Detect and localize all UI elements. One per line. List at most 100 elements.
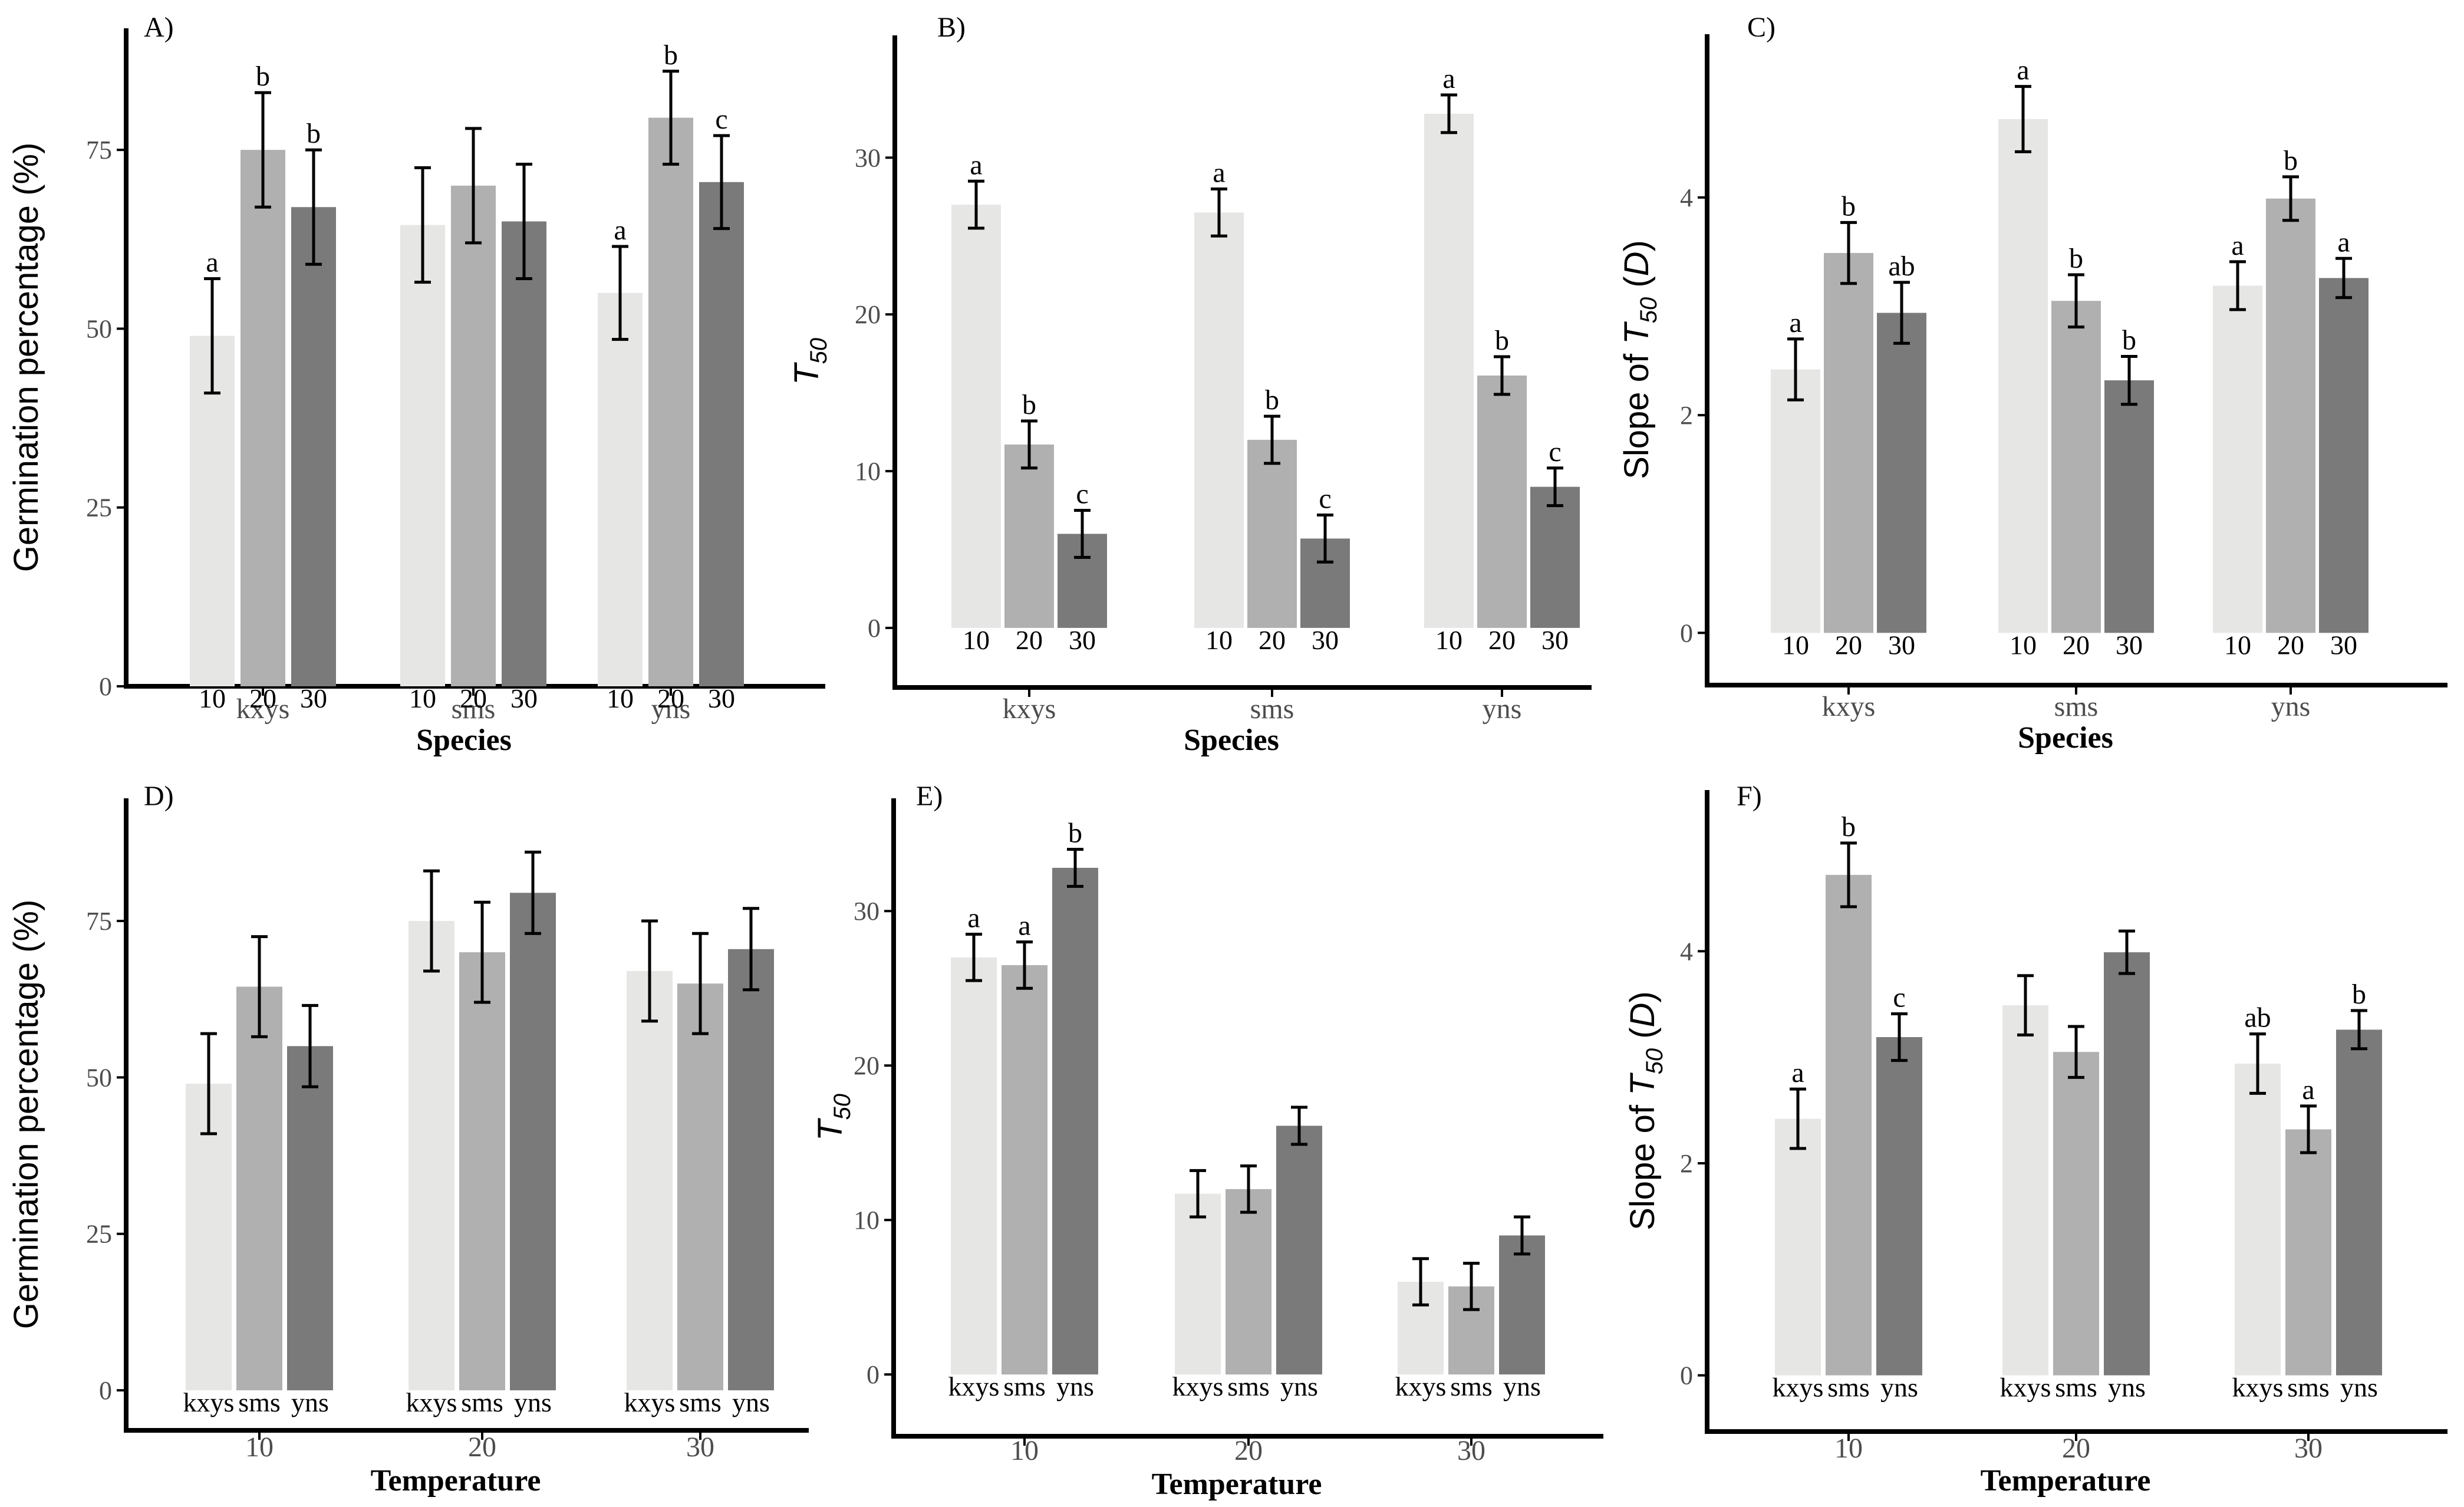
bar-label: yns [1056, 1371, 1094, 1401]
bar-label: 30 [1069, 625, 1096, 655]
x-group-label: yns [651, 693, 691, 725]
bar [627, 970, 673, 1391]
bar-label: sms [1227, 1371, 1270, 1401]
bar [287, 1046, 333, 1391]
y-axis-title-part: ) [1623, 991, 1662, 1002]
y-axis-title-part: T [1618, 321, 1656, 344]
bar [1998, 119, 2048, 633]
x-group-label: sms [452, 693, 496, 725]
bar-label: yns [514, 1387, 552, 1417]
bar [291, 207, 336, 686]
significance-letter: c [1893, 982, 1905, 1013]
bar-label: 10 [2224, 630, 2251, 660]
bar-label: 20 [2277, 630, 2304, 660]
bar [1194, 212, 1244, 628]
significance-letter: a [1791, 1057, 1804, 1088]
bar [459, 952, 505, 1391]
bar-label: 20 [249, 683, 276, 713]
y-tick-label: 0 [867, 1360, 879, 1389]
significance-letter: a [614, 215, 626, 246]
y-axis-title-part: 50 [829, 1094, 855, 1120]
y-tick-label: 25 [86, 1220, 112, 1249]
bar-label: kxys [624, 1387, 676, 1417]
significance-letter: b [2352, 979, 2366, 1010]
y-tick-label: 0 [1680, 1361, 1693, 1390]
bar [1477, 375, 1527, 628]
y-axis-title-part: Slope of [1623, 1095, 1662, 1230]
significance-letter: b [1022, 389, 1036, 420]
bar [1004, 444, 1054, 628]
bar [241, 150, 285, 686]
y-axis-title: Slope of T50 (D) [1618, 240, 1662, 479]
bar [2104, 380, 2154, 633]
bar-label: 30 [1888, 630, 1915, 660]
y-axis-title-part: D [1623, 1003, 1662, 1028]
bar [1877, 312, 1926, 633]
x-group-label: 10 [1834, 1433, 1863, 1464]
significance-letter: a [970, 149, 982, 180]
bar [1276, 1126, 1322, 1375]
bar-label: kxys [406, 1387, 457, 1417]
y-axis-title-part: D [1618, 252, 1656, 277]
bar-label: yns [291, 1387, 329, 1417]
y-axis-title-part: ) [1618, 240, 1656, 251]
x-group-label: yns [1483, 693, 1522, 725]
bar-label: 30 [708, 683, 735, 713]
bar-label: 10 [963, 625, 990, 655]
bar [1175, 1193, 1221, 1375]
bar-label: sms [238, 1387, 281, 1417]
significance-letter: a [2337, 226, 2350, 258]
significance-letter: b [1265, 384, 1279, 416]
bar-label: 20 [1488, 625, 1516, 655]
bar [2053, 1052, 2099, 1376]
bar [1052, 867, 1098, 1375]
bar-label: 30 [510, 683, 538, 713]
y-tick-label: 30 [854, 897, 879, 926]
y-tick-label: 0 [99, 1376, 112, 1405]
y-tick-label: 75 [86, 136, 112, 164]
bar [1499, 1235, 1545, 1375]
chart-panel-c: 0 2 4 C) kxys a 10 b 20 ab 30 sms a 10 b 20 b 30 yns a 10 b 20… [1618, 12, 2447, 755]
bar [1826, 874, 1872, 1376]
bar-label: 20 [460, 683, 487, 713]
bar [677, 983, 723, 1391]
bar-label: 10 [1435, 625, 1462, 655]
bar-label: sms [679, 1387, 722, 1417]
bar [2002, 1005, 2048, 1376]
y-axis-title: T50 [788, 338, 832, 385]
significance-letter: b [1842, 811, 1856, 843]
bar [598, 292, 643, 687]
x-axis-title: Species [416, 723, 512, 757]
x-axis-title: Species [1184, 723, 1279, 757]
y-tick-label: 50 [86, 1063, 112, 1092]
significance-letter: a [2017, 55, 2029, 86]
bar-label: kxys [1172, 1371, 1224, 1401]
panel-label: C) [1747, 12, 1775, 43]
y-axis-title-part: T [811, 1118, 849, 1141]
bar [728, 949, 774, 1391]
bar [2213, 285, 2262, 633]
bar [1775, 1118, 1821, 1376]
x-axis-title: Temperature [1152, 1467, 1322, 1501]
x-group-label: yns [2271, 691, 2311, 722]
x-group-label: 20 [1234, 1435, 1263, 1466]
y-tick-label: 0 [868, 614, 881, 643]
bar [951, 957, 997, 1375]
x-group-label: 30 [686, 1432, 714, 1463]
bar [236, 986, 282, 1391]
bar-label: sms [2287, 1373, 2330, 1403]
x-group-label: 30 [1457, 1435, 1485, 1466]
significance-letter: a [206, 247, 218, 278]
bar-label: kxys [2232, 1373, 2284, 1403]
significance-letter: c [1549, 436, 1561, 468]
bar-label: 20 [657, 683, 684, 713]
bar-label: 10 [2010, 630, 2037, 660]
significance-letter: ab [2244, 1002, 2271, 1034]
bar-label: yns [1280, 1371, 1318, 1401]
significance-letter: a [1213, 157, 1225, 189]
bar-label: kxys [183, 1387, 235, 1417]
bar-label: 10 [1782, 630, 1809, 660]
significance-letter: a [1789, 307, 1801, 338]
x-group-label: 20 [2062, 1433, 2090, 1464]
